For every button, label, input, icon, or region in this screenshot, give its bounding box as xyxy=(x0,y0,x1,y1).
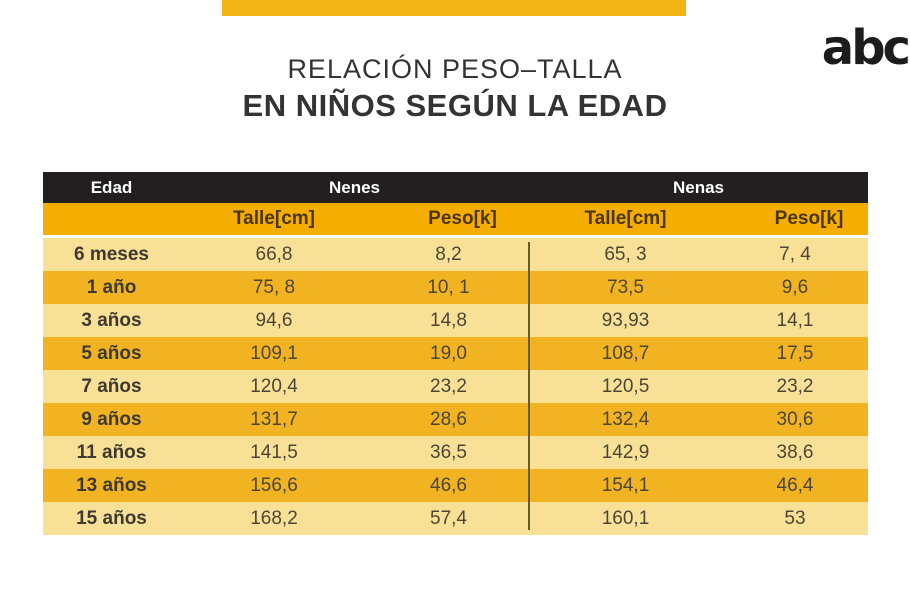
age-cell: 5 años xyxy=(81,342,142,364)
nenes-peso-cell: 46,6 xyxy=(430,474,467,496)
nenas-peso-cell: 23,2 xyxy=(776,375,814,397)
page-title-line-1: RELACIÓN PESO–TALLA xyxy=(287,54,623,84)
nenes-peso-cell: 28,6 xyxy=(430,408,467,430)
nenes-talle-cell: 156,6 xyxy=(250,474,298,496)
age-cell: 11 años xyxy=(76,441,147,463)
age-cell: 7 años xyxy=(81,375,142,397)
nenas-peso-cell: 14,1 xyxy=(776,309,814,331)
nenas-talle-cell: 142,9 xyxy=(601,441,650,463)
column-header-nenas: Nenas xyxy=(672,177,725,197)
nenas-talle-cell: 93,93 xyxy=(601,309,650,331)
age-cell: 1 año xyxy=(86,276,137,298)
nenas-peso-cell: 30,6 xyxy=(776,408,814,430)
table-subheader-row: Talle[cm] Peso[k] Talle[cm] Peso[k] xyxy=(43,203,868,235)
table-row: 13 años 156,6 46,6 154,1 46,4 xyxy=(43,469,868,502)
subheader-nenes-talle: Talle[cm] xyxy=(232,208,315,229)
nenas-peso-cell: 38,6 xyxy=(776,441,814,463)
subheader-nenas-talle: Talle[cm] xyxy=(584,208,667,229)
subheader-nenes-peso: Peso[k] xyxy=(428,208,497,229)
table-row: 7 años 120,4 23,2 120,5 23,2 xyxy=(43,370,868,403)
nenas-talle-cell: 120,5 xyxy=(601,375,650,397)
table-row: 5 años 109,1 19,0 108,7 17,5 xyxy=(43,337,868,370)
age-cell: 15 años xyxy=(76,507,147,529)
nenes-talle-cell: 141,5 xyxy=(250,441,298,463)
nenes-talle-cell: 168,2 xyxy=(250,507,298,529)
nenas-talle-cell: 160,1 xyxy=(601,507,650,529)
header-gap xyxy=(43,235,868,238)
subheader-nenas-peso: Peso[k] xyxy=(774,208,844,229)
table-row: 6 meses 66,8 8,2 65, 3 7, 4 xyxy=(43,238,868,271)
column-header-edad: Edad xyxy=(90,177,133,197)
age-cell: 9 años xyxy=(81,408,142,430)
table-row: 11 años 141,5 36,5 142,9 38,6 xyxy=(43,436,868,469)
table-row: 15 años 168,2 57,4 160,1 53 xyxy=(43,502,868,535)
age-cell: 3 años xyxy=(81,309,142,331)
table-header-row: Edad Nenes Nenas xyxy=(43,172,868,203)
nenes-peso-cell: 57,4 xyxy=(430,507,467,529)
nenes-peso-cell: 36,5 xyxy=(430,441,467,463)
nenas-peso-cell: 53 xyxy=(784,507,806,529)
age-cell: 6 meses xyxy=(73,243,149,265)
nenes-peso-cell: 10, 1 xyxy=(427,276,470,298)
nenes-talle-cell: 75, 8 xyxy=(252,276,296,298)
nenas-peso-cell: 46,4 xyxy=(776,474,814,496)
age-cell: 13 años xyxy=(76,474,147,496)
nenes-peso-cell: 19,0 xyxy=(430,342,467,364)
nenes-talle-cell: 109,1 xyxy=(250,342,298,364)
weight-height-table: Edad Nenes Nenas Talle[cm] Peso[k] Talle… xyxy=(43,172,868,535)
nenas-talle-cell: 154,1 xyxy=(601,474,650,496)
nenas-talle-cell: 132,4 xyxy=(601,408,650,430)
table-row: 3 años 94,6 14,8 93,93 14,1 xyxy=(43,304,868,337)
nenes-talle-cell: 120,4 xyxy=(250,375,298,397)
abc-logo: abc xyxy=(821,20,910,76)
nenas-peso-cell: 9,6 xyxy=(781,276,809,298)
nenas-talle-cell: 65, 3 xyxy=(604,243,647,265)
nenas-peso-cell: 7, 4 xyxy=(779,243,811,265)
table-body: 6 meses 66,8 8,2 65, 3 7, 4 1 año 75, 8 … xyxy=(43,238,868,535)
title-block: RELACIÓN PESO–TALLA EN NIÑOS SEGÚN LA ED… xyxy=(0,54,910,124)
table-row: 9 años 131,7 28,6 132,4 30,6 xyxy=(43,403,868,436)
nenas-talle-cell: 108,7 xyxy=(601,342,650,364)
page-title-line-2: EN NIÑOS SEGÚN LA EDAD xyxy=(242,88,668,123)
nenes-talle-cell: 66,8 xyxy=(255,243,293,265)
nenes-peso-cell: 8,2 xyxy=(435,243,462,265)
table-row: 1 año 75, 8 10, 1 73,5 9,6 xyxy=(43,271,868,304)
nenes-peso-cell: 14,8 xyxy=(430,309,467,331)
column-divider-line xyxy=(528,242,530,530)
nenes-talle-cell: 94,6 xyxy=(255,309,293,331)
nenas-talle-cell: 73,5 xyxy=(607,276,644,298)
column-header-nenes: Nenes xyxy=(328,177,381,197)
top-accent-bar xyxy=(222,0,686,16)
nenes-talle-cell: 131,7 xyxy=(250,408,298,430)
nenes-peso-cell: 23,2 xyxy=(430,375,467,397)
nenas-peso-cell: 17,5 xyxy=(776,342,814,364)
